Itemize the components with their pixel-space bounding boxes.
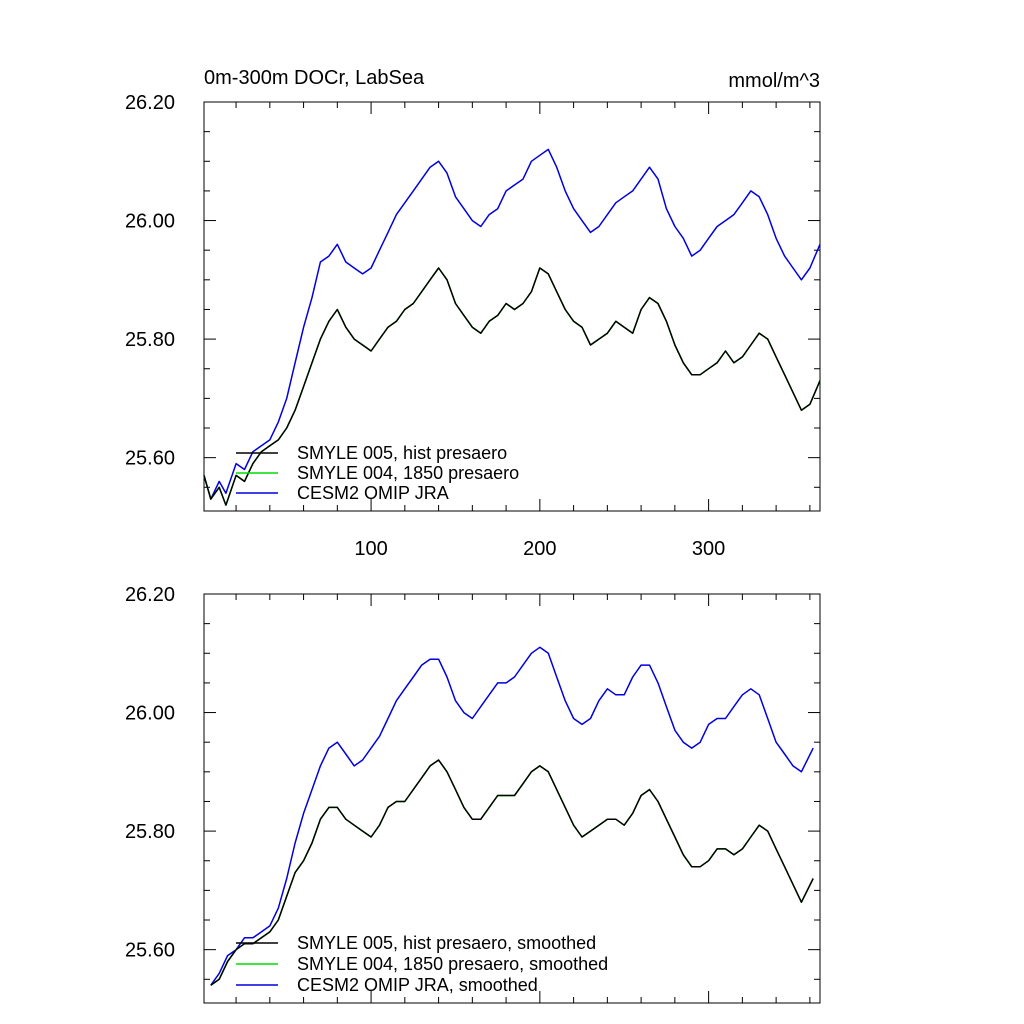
x-tick-label: 100: [354, 538, 387, 560]
y-tick-label: 25.60: [125, 448, 175, 470]
top-panel: 0m-300m DOCr, LabSea mmol/m^3 100 200 300 2…: [125, 67, 821, 560]
series-line: [203, 267, 821, 506]
series-line: [210, 759, 814, 986]
legend-label: SMYLE 005, hist presaero, smoothed: [297, 933, 596, 953]
plot-frame-bottom: [203, 593, 821, 1004]
axes-bottom: 25.60 25.80 26.00 26.20: [125, 584, 820, 1003]
y-tick-label: 26.20: [125, 584, 175, 606]
legend-label: CESM2 OMIP JRA, smoothed: [297, 975, 538, 995]
series-line: [210, 646, 814, 986]
series-line: [203, 148, 821, 500]
axes-top: 100 200 300 25.60 25.80 26.00 26.20: [125, 92, 820, 560]
y-tick-label: 25.80: [125, 329, 175, 351]
units-label: mmol/m^3: [728, 70, 820, 92]
x-tick-label: 200: [523, 538, 556, 560]
y-tick-label: 26.00: [125, 211, 175, 233]
bottom-panel: 25.60 25.80 26.00 26.20 SMYLE 005, hist pre…: [125, 584, 821, 1004]
plot-frame-top: [203, 101, 821, 512]
legend-label: CESM2 OMIP JRA: [297, 483, 449, 503]
legend-label: SMYLE 004, 1850 presaero, smoothed: [297, 954, 608, 974]
y-tick-label: 25.80: [125, 821, 175, 843]
x-tick-label: 300: [692, 538, 725, 560]
y-tick-label: 25.60: [125, 940, 175, 962]
y-tick-label: 26.20: [125, 92, 175, 114]
legend-label: SMYLE 004, 1850 presaero: [297, 463, 519, 483]
chart-title: 0m-300m DOCr, LabSea: [204, 67, 425, 89]
y-tick-label: 26.00: [125, 703, 175, 725]
series-lines-bottom: [210, 646, 814, 986]
legend-label: SMYLE 005, hist presaero: [297, 443, 507, 463]
legend-bottom: SMYLE 005, hist presaero, smoothedSMYLE …: [236, 933, 608, 995]
series-lines-top: [203, 148, 821, 506]
